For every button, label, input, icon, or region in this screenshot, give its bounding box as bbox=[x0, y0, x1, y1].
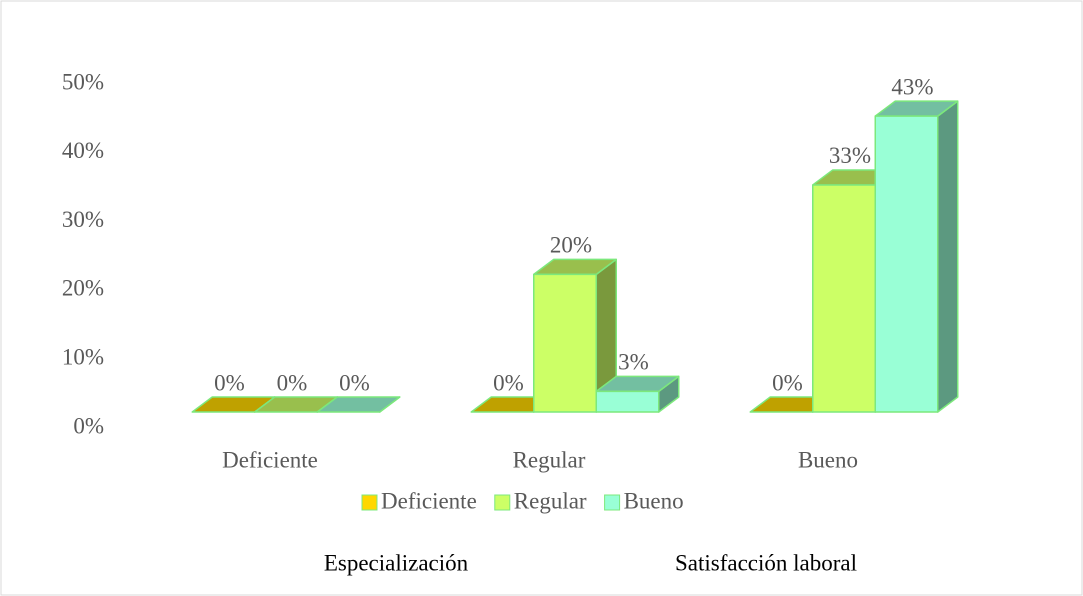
data-label: 20% bbox=[550, 233, 592, 258]
y-tick-label: 10% bbox=[62, 344, 104, 369]
y-tick-label: 50% bbox=[62, 69, 104, 94]
y-tick-label: 40% bbox=[62, 138, 104, 163]
y-tick-label: 30% bbox=[62, 207, 104, 232]
legend-label: Bueno bbox=[624, 488, 684, 513]
legend-label: Deficiente bbox=[381, 488, 477, 513]
bar bbox=[316, 396, 401, 413]
data-label: 0% bbox=[277, 370, 308, 395]
data-label: 33% bbox=[829, 143, 871, 168]
bar bbox=[874, 100, 959, 413]
bar bbox=[595, 375, 680, 413]
data-label: 0% bbox=[339, 370, 370, 395]
x-tick-label: Regular bbox=[513, 447, 586, 472]
bar bbox=[533, 258, 617, 413]
data-label: 0% bbox=[772, 370, 803, 395]
legend-label: Regular bbox=[514, 488, 587, 513]
data-label: 0% bbox=[493, 370, 524, 395]
x-tick-label: Bueno bbox=[798, 447, 858, 472]
annotation: Especialización bbox=[324, 550, 469, 575]
data-label: 0% bbox=[214, 370, 245, 395]
legend-swatch bbox=[604, 494, 621, 511]
legend-swatch bbox=[494, 494, 511, 511]
bar-front bbox=[812, 184, 876, 413]
legend-swatch bbox=[361, 494, 378, 511]
bar-side bbox=[937, 100, 959, 413]
annotation: Satisfacción laboral bbox=[675, 550, 857, 575]
x-tick-label: Deficiente bbox=[222, 447, 318, 472]
data-label: 43% bbox=[891, 74, 933, 99]
bar-front bbox=[533, 273, 597, 413]
bar-top bbox=[316, 396, 401, 413]
bar-front bbox=[874, 115, 939, 413]
data-label: 3% bbox=[618, 350, 649, 375]
y-tick-label: 0% bbox=[73, 413, 104, 438]
y-tick-label: 20% bbox=[62, 276, 104, 301]
bar-front bbox=[595, 390, 660, 413]
